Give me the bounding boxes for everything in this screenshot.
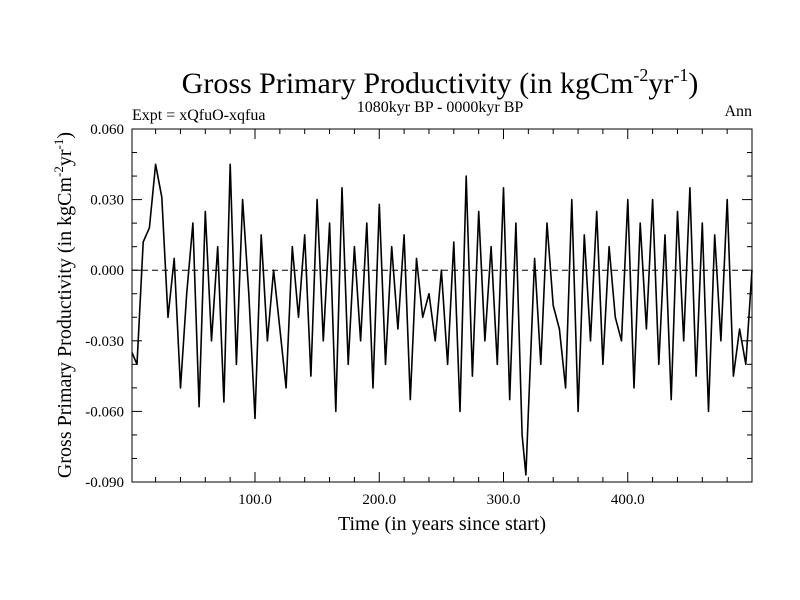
y-tick-label: 0.000 xyxy=(90,263,124,279)
y-axis-ticks: 0.060 0.030 0.000 -0.030 -0.060 -0.090 xyxy=(85,122,752,491)
x-tick-label: 400.0 xyxy=(611,492,645,508)
chart-title: Gross Primary Productivity (in kgCm-2yr-… xyxy=(182,65,699,100)
x-axis-label: Time (in years since start) xyxy=(338,513,546,535)
y-tick-label: -0.030 xyxy=(85,334,124,350)
x-tick-label: 200.0 xyxy=(362,492,396,508)
y-tick-label: -0.060 xyxy=(85,404,124,420)
y-tick-label: -0.090 xyxy=(85,475,124,491)
y-axis-label: Gross Primary Productivity (in kgCm-2yr-… xyxy=(51,132,76,478)
y-tick-label: 0.030 xyxy=(90,193,124,209)
x-axis-ticks: 100.0 200.0 300.0 400.0 xyxy=(155,129,753,508)
x-tick-label: 100.0 xyxy=(238,492,272,508)
x-tick-label: 300.0 xyxy=(487,492,521,508)
chart-subtitle: 1080kyr BP - 0000kyr BP xyxy=(357,99,524,116)
experiment-label: Expt = xQfuO-xqfua xyxy=(132,107,265,124)
gpp-series-line xyxy=(131,163,753,476)
y-tick-label: 0.060 xyxy=(90,122,124,138)
season-label: Ann xyxy=(724,103,752,120)
plot-frame xyxy=(131,128,753,483)
